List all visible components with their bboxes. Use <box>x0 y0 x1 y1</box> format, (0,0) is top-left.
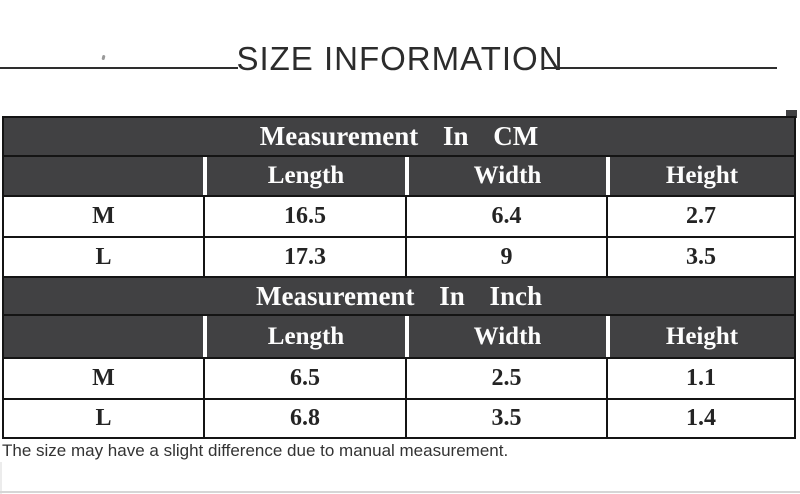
height-value: 1.4 <box>606 400 794 437</box>
size-label: L <box>95 243 112 270</box>
table-row-inch-m: M 6.5 2.5 1.1 <box>4 359 794 400</box>
column-header-width: Width <box>405 316 606 357</box>
column-header-size <box>4 316 203 357</box>
page-title: SIZE INFORMATION <box>236 40 564 77</box>
table-row-inch-l: L 6.8 3.5 1.4 <box>4 400 794 437</box>
section-header-inch: Measurement In Inch <box>4 278 794 316</box>
title-divider-right <box>543 67 777 69</box>
column-header-size <box>4 157 203 195</box>
table-row-cm-l: L 17.3 9 3.5 <box>4 238 794 278</box>
length-value: 16.5 <box>203 197 405 236</box>
table-row-cm-m: M 16.5 6.4 2.7 <box>4 197 794 238</box>
width-value: 2.5 <box>405 359 606 398</box>
length-value: 17.3 <box>203 238 405 276</box>
table-top-right-notch <box>786 110 797 118</box>
left-edge-border <box>0 462 2 494</box>
column-header-height: Height <box>606 316 794 357</box>
length-value: 6.8 <box>203 400 405 437</box>
size-table: Measurement In CM Length Width Height M … <box>2 116 796 439</box>
length-value: 6.5 <box>203 359 405 398</box>
column-header-row-cm: Length Width Height <box>4 157 794 197</box>
size-label: L <box>95 405 112 431</box>
width-value: 9 <box>405 238 606 276</box>
height-value: 3.5 <box>606 238 794 276</box>
column-header-row-inch: Length Width Height <box>4 316 794 359</box>
width-value: 6.4 <box>405 197 606 236</box>
column-header-length: Length <box>203 316 405 357</box>
section-header-cm: Measurement In CM <box>4 118 794 157</box>
height-value: 2.7 <box>606 197 794 236</box>
measurement-disclaimer: The size may have a slight difference du… <box>2 441 509 460</box>
size-label: M <box>92 203 115 229</box>
column-header-height: Height <box>606 157 794 195</box>
column-header-width: Width <box>405 157 606 195</box>
bottom-divider <box>0 491 800 493</box>
height-value: 1.1 <box>606 359 794 398</box>
column-header-length: Length <box>203 157 405 195</box>
size-label: M <box>92 365 115 391</box>
title-divider-left <box>0 67 238 69</box>
width-value: 3.5 <box>405 400 606 437</box>
